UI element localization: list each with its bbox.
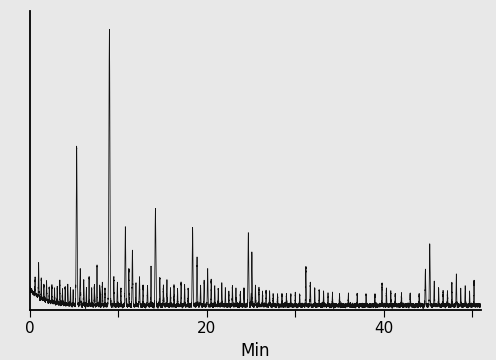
X-axis label: Min: Min [241, 342, 270, 360]
